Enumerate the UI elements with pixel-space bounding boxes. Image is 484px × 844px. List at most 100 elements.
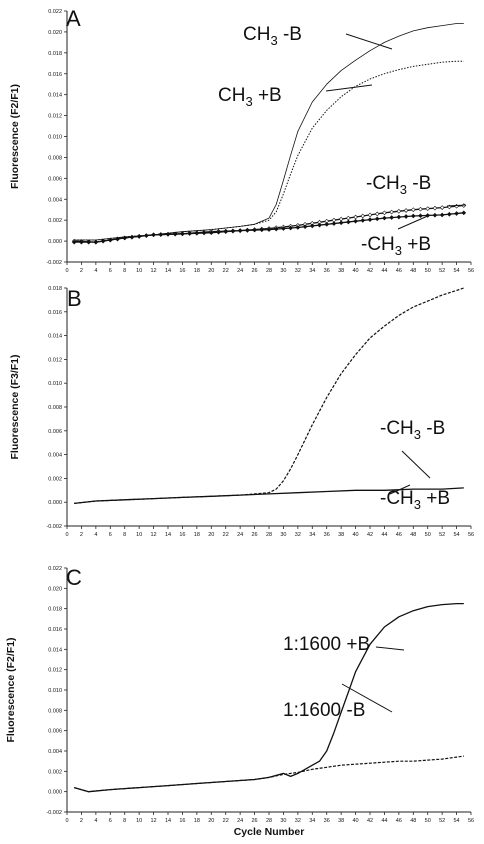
data-point <box>136 234 142 239</box>
y-tick-label: 0.018 <box>48 607 62 613</box>
data-point <box>216 229 221 235</box>
annotation-text: -CH <box>366 173 400 194</box>
data-point <box>266 227 272 232</box>
x-tick-label: 34 <box>309 268 315 274</box>
x-tick-label: 46 <box>396 268 402 274</box>
data-point <box>100 238 106 244</box>
y-tick-label: 0.010 <box>48 135 62 141</box>
data-point <box>122 235 128 241</box>
x-axis-title: Cycle Number <box>234 826 305 838</box>
y-tick-label: 0.012 <box>48 357 62 363</box>
panel-label: A <box>66 6 81 31</box>
x-tick-label: 46 <box>396 818 402 824</box>
x-tick-label: 36 <box>324 818 330 824</box>
x-tick-label: 6 <box>109 268 112 274</box>
data-point <box>367 217 373 222</box>
y-tick-label: 0.002 <box>48 769 62 775</box>
data-point <box>418 213 423 219</box>
data-point <box>338 216 344 222</box>
series-line <box>74 487 464 505</box>
x-tick-label: 14 <box>165 268 171 274</box>
x-tick-label: 28 <box>266 818 272 824</box>
data-point <box>158 232 164 237</box>
y-tick-label: 0.004 <box>48 197 62 203</box>
y-axis-title: Fluorescence (F2/F1) <box>5 637 17 742</box>
data-point <box>237 228 243 233</box>
annotation-leader-line <box>325 84 373 92</box>
x-tick-label: 50 <box>425 818 431 824</box>
data-point <box>144 233 149 238</box>
x-tick-label: 16 <box>179 818 185 824</box>
x-tick-label: 10 <box>136 268 142 274</box>
data-point <box>353 218 358 224</box>
x-tick-label: 50 <box>425 268 431 274</box>
y-tick-label: 0.000 <box>48 790 62 796</box>
y-tick-label: -0.002 <box>46 260 62 266</box>
data-point <box>360 213 366 219</box>
annotation-leader-line <box>397 214 431 230</box>
x-tick-label: 48 <box>410 818 416 824</box>
x-tick-label: 28 <box>266 532 272 538</box>
y-tick-label: 0.008 <box>48 155 62 161</box>
data-point <box>454 211 459 216</box>
data-point <box>382 215 387 221</box>
x-tick-label: 14 <box>165 818 171 824</box>
data-point <box>418 206 423 212</box>
data-point <box>86 239 91 245</box>
y-tick-label: 0.012 <box>48 114 62 120</box>
annotation-text: -B <box>421 418 445 439</box>
series-annotation: -CH3 -B <box>366 173 431 197</box>
y-tick-label: 0.022 <box>48 9 62 15</box>
annotation-text: +B <box>253 85 282 106</box>
data-point <box>353 214 358 220</box>
series-line <box>74 23 464 241</box>
data-point <box>461 210 467 216</box>
data-point <box>288 225 293 231</box>
series-line <box>74 755 464 793</box>
data-point <box>374 211 380 217</box>
data-point <box>425 206 431 211</box>
x-tick-label: 44 <box>381 532 387 538</box>
x-tick-label: 12 <box>151 532 157 538</box>
y-tick-label: 0.008 <box>48 708 62 714</box>
y-tick-label: 0.020 <box>48 586 62 592</box>
chart-panel-a: -0.002 0.000 0.002 0.004 0.006 0.008 0.010 0.01… <box>9 6 474 274</box>
data-point <box>273 226 279 232</box>
x-tick-label: 40 <box>353 532 359 538</box>
x-tick-label: 18 <box>194 532 200 538</box>
y-axis-title: Fluorescence (F3/F1) <box>9 354 21 459</box>
x-tick-label: 30 <box>280 532 286 538</box>
series-annotation: 1:1600 +B <box>283 634 370 655</box>
x-tick-label: 24 <box>237 818 243 824</box>
y-tick-label: 0.006 <box>48 729 62 735</box>
data-point <box>324 222 330 227</box>
x-tick-label: 26 <box>252 818 258 824</box>
x-tick-label: 0 <box>65 818 68 824</box>
x-tick-label: 36 <box>324 532 330 538</box>
x-tick-label: 22 <box>223 532 229 538</box>
data-point <box>410 207 416 213</box>
x-tick-label: 28 <box>266 268 272 274</box>
x-tick-label: 0 <box>65 532 68 538</box>
annotation-text: CH <box>218 85 245 106</box>
data-point <box>432 205 438 211</box>
x-tick-label: 26 <box>252 532 258 538</box>
x-tick-label: 52 <box>439 532 445 538</box>
data-point <box>360 218 366 223</box>
x-tick-label: 56 <box>468 532 474 538</box>
x-tick-label: 2 <box>80 532 83 538</box>
x-tick-label: 2 <box>80 268 83 274</box>
data-point <box>309 223 315 229</box>
x-tick-label: 4 <box>94 818 97 824</box>
x-tick-label: 44 <box>381 268 387 274</box>
data-point <box>454 203 459 209</box>
y-tick-label: 0.014 <box>48 93 62 99</box>
y-tick-label: -0.002 <box>46 810 62 816</box>
data-point <box>374 216 380 222</box>
data-point <box>245 228 250 233</box>
x-tick-label: 56 <box>468 818 474 824</box>
series-annotation: -CH3 -B <box>380 418 445 442</box>
y-tick-label: 0.010 <box>48 381 62 387</box>
annotation-text: +B <box>421 488 450 509</box>
